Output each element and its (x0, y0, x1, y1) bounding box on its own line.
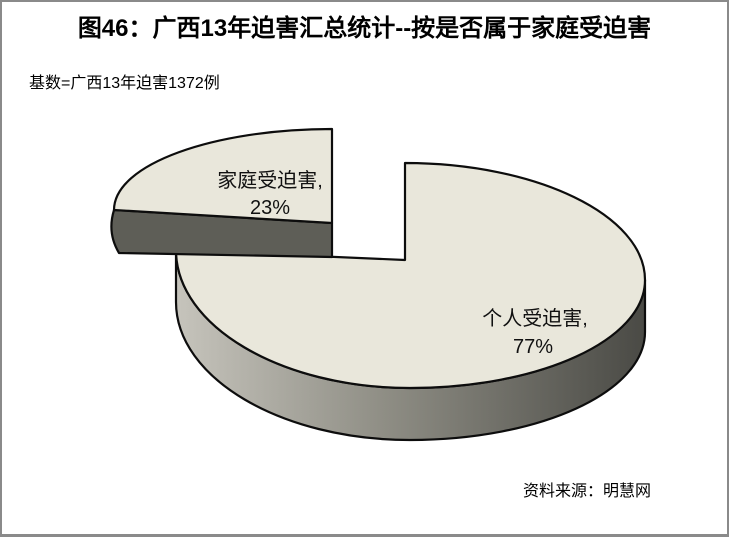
data-label-majority-value: 77% (513, 336, 553, 358)
data-label-majority-name: 个人受迫害, (482, 307, 588, 330)
pie-slice-minority-top (112, 127, 334, 225)
data-source-note: 资料来源：明慧网 (522, 483, 651, 500)
base-count-note: 基数=广西13年迫害1372例 (29, 75, 220, 92)
chart-title: 图46：广西13年迫害汇总统计--按是否属于家庭受迫害 (77, 15, 652, 42)
pie-slice-minority-wall (110, 208, 334, 259)
data-label-minority-name: 家庭受迫害, (217, 169, 323, 192)
data-label-minority-value: 23% (250, 197, 290, 219)
pie-slice-majority-top (174, 161, 647, 390)
